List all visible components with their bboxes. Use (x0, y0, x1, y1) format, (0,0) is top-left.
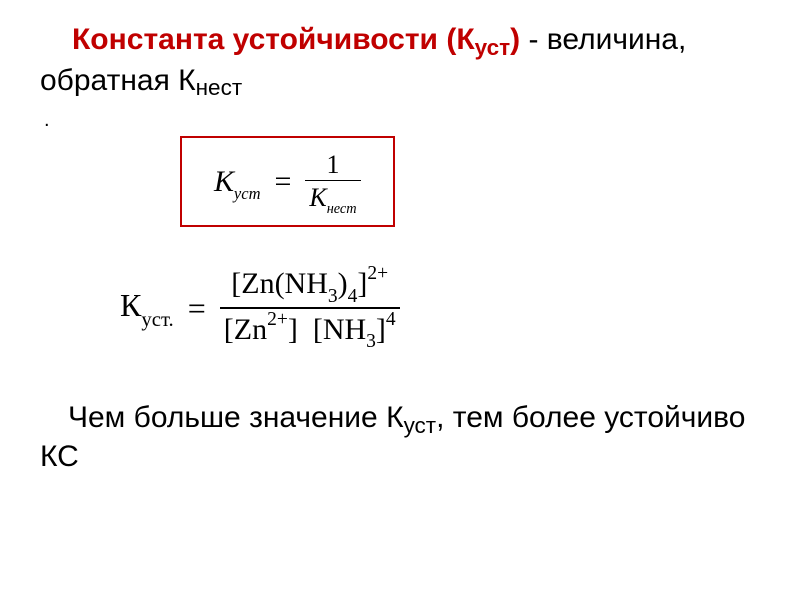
eq2-num-c: ) (338, 267, 348, 300)
eq1-num: 1 (323, 152, 344, 180)
eq1-fraction: 1 Кнест (305, 152, 360, 211)
eq2-k-sub: уст. (141, 308, 173, 331)
eq2-den-c: ] (288, 313, 298, 346)
eq2-num-b: 3 (328, 286, 338, 307)
eq2-num-a: [Zn(NH (231, 267, 328, 300)
bottom-a: Чем больше значение К (68, 401, 404, 434)
eq2-den-f: ] (376, 313, 386, 346)
eq1-k: К (214, 165, 234, 198)
eq2-den-a: [Zn (224, 313, 267, 346)
eq2-den-b: 2+ (267, 309, 288, 330)
eq1-den: Кнест (305, 180, 360, 211)
bottom-sub: уст (404, 413, 437, 438)
symbol-open: (К (438, 23, 475, 56)
equation-2-wrapper: Куст. = [Zn(NH3)4]2+ [Zn2+] [NH3]4 (120, 267, 760, 350)
eq1-lhs: Куст (214, 165, 261, 199)
eq2-den-d: [NH (313, 313, 366, 346)
eq1-den-sub: нест (327, 201, 357, 217)
eq2-equals: = (188, 290, 206, 327)
heading: Константа устойчивости (Куст) - величина… (40, 20, 760, 101)
eq2-fraction: [Zn(NH3)4]2+ [Zn2+] [NH3]4 (220, 267, 400, 350)
period-dot: . (44, 109, 760, 132)
heading-rest-sub: нест (196, 75, 243, 100)
eq2-den: [Zn2+] [NH3]4 (220, 307, 400, 351)
eq2-k: К (120, 287, 141, 323)
eq1-den-k: К (309, 183, 326, 212)
equation-2: Куст. = [Zn(NH3)4]2+ [Zn2+] [NH3]4 (120, 267, 760, 350)
eq2-num-charge: 2+ (367, 263, 388, 284)
eq2-den-exp: 4 (386, 309, 396, 330)
eq2-num-d: 4 (348, 286, 358, 307)
eq1-k-sub: уст (234, 184, 261, 203)
boxed-equation: Куст = 1 Кнест (180, 136, 395, 227)
eq2-num: [Zn(NH3)4]2+ (227, 267, 392, 307)
symbol-close: ) (510, 23, 520, 56)
eq2-den-gap (298, 313, 313, 346)
eq2-den-e: 3 (366, 331, 376, 352)
term-label: Константа устойчивости (72, 23, 438, 56)
eq2-lhs: Куст. (120, 287, 174, 329)
eq1-equals: = (275, 165, 292, 199)
equation-1: Куст = 1 Кнест (214, 152, 361, 211)
eq2-num-e: ] (357, 267, 367, 300)
bottom-text: Чем больше значение Куст, тем более усто… (40, 398, 760, 476)
symbol-sub: уст (475, 35, 511, 60)
